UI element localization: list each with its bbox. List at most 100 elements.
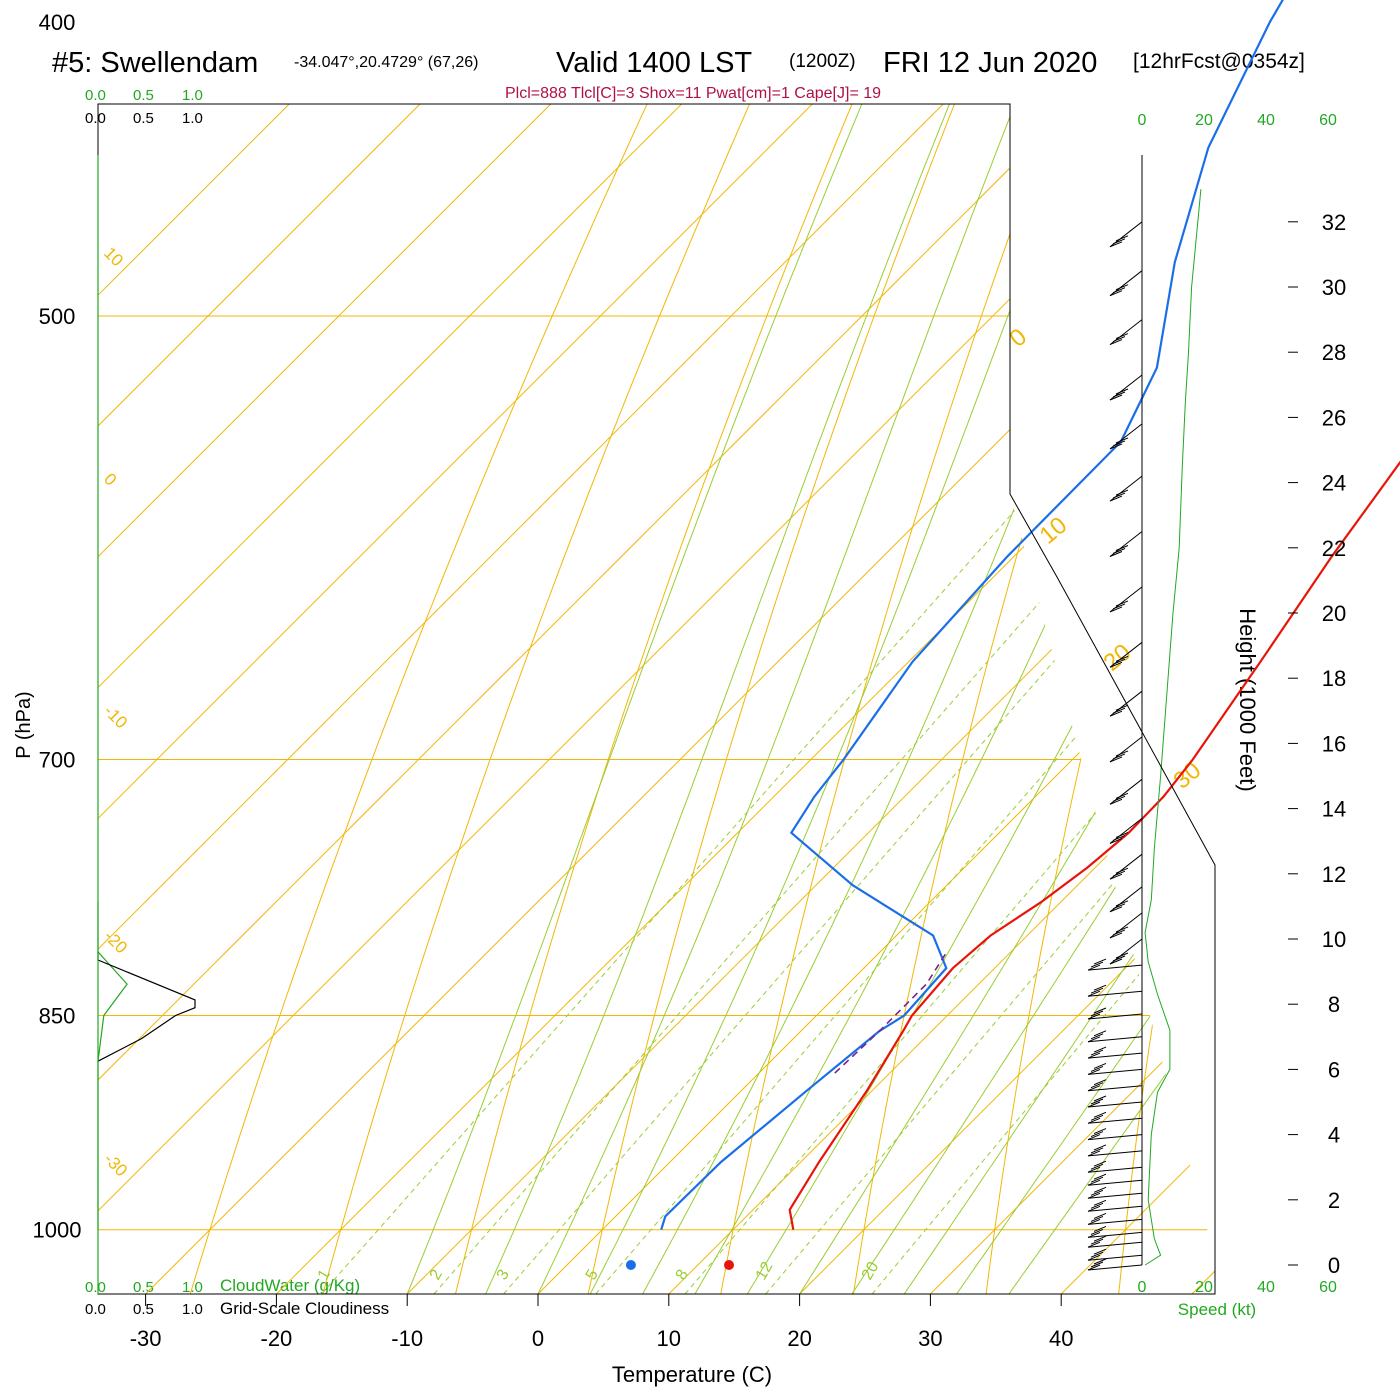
wind-barb-feather xyxy=(1093,1160,1107,1167)
wind-barb-feather xyxy=(1112,603,1126,610)
x-tick-label: -20 xyxy=(261,1326,293,1351)
wind-barb-feather xyxy=(1087,1254,1101,1261)
temperature-line xyxy=(788,460,1400,1230)
wind-barb xyxy=(1087,1179,1143,1186)
wind-barb-feather xyxy=(1090,961,1104,968)
cloudwater-legend-label: CloudWater (g/Kg) xyxy=(220,1276,360,1295)
wind-barb-feather xyxy=(1109,443,1123,450)
wind-barb xyxy=(1087,1166,1143,1173)
wind-barb-feather xyxy=(1090,1131,1104,1138)
wind-barb-feather xyxy=(1115,655,1129,662)
wind-barb-feather xyxy=(1093,1030,1107,1037)
wind-barb-feather xyxy=(1093,1111,1107,1118)
mixing-ratio-line xyxy=(433,104,1215,1294)
wind-barb-feather xyxy=(1093,1095,1107,1102)
wind-barb xyxy=(1087,964,1143,971)
mixing-ratio-label: 12 xyxy=(753,1259,777,1283)
speed-tick-label-top: 20 xyxy=(1195,112,1213,129)
wind-barb-feather xyxy=(1093,1235,1107,1242)
wind-barb-feather xyxy=(1093,1128,1107,1135)
x-tick-label: 40 xyxy=(1049,1326,1073,1351)
isotherm xyxy=(98,104,1215,1294)
wind-barb-feather xyxy=(1112,238,1126,245)
isotherm xyxy=(1323,0,1400,1294)
wind-barb-feather xyxy=(1087,1241,1101,1248)
wind-barb-feather xyxy=(1115,235,1129,242)
height-tick-label: 8 xyxy=(1328,992,1340,1017)
moist-adiabat xyxy=(406,104,1185,1294)
isotherm xyxy=(276,104,1215,1294)
height-tick-label: 32 xyxy=(1322,210,1346,235)
wind-barb-feather xyxy=(1090,1202,1104,1209)
wind-barb xyxy=(1087,990,1143,997)
wind-barb-feather xyxy=(1112,440,1126,447)
wind-barb-feather xyxy=(1093,1046,1107,1053)
wind-barb-feather xyxy=(1087,1179,1101,1186)
isotherm xyxy=(1191,104,1215,1294)
wind-barb xyxy=(1087,1134,1143,1141)
wind-barb-feather xyxy=(1087,1013,1101,1020)
dry-adiabat-label: 30 xyxy=(1169,757,1207,795)
mixing-ratio-line xyxy=(503,104,1215,1294)
mixing-ratio-label: 8 xyxy=(673,1267,692,1283)
isotherm xyxy=(98,104,1215,1294)
wind-barb-feather xyxy=(1093,1199,1107,1206)
cloudwater-tick-bottom-1: 0.0 xyxy=(85,1279,106,1296)
x-axis-title: Temperature (C) xyxy=(612,1362,772,1387)
wind-barb-feather xyxy=(1109,906,1123,913)
cloud-legend-bottom: 0.0 0.5 1.0 CloudWater (g/Kg) 0.0 0.5 1.… xyxy=(85,1276,389,1318)
wind-barb-feather xyxy=(1112,955,1126,962)
height-tick-label: 0 xyxy=(1328,1253,1340,1278)
wind-barb-feather xyxy=(1112,834,1126,841)
dry-adiabat xyxy=(720,104,1215,1294)
dry-adiabat xyxy=(587,104,1215,1294)
height-tick-label: 10 xyxy=(1322,927,1346,952)
wind-barb-feather xyxy=(1115,333,1129,340)
wind-barb xyxy=(1087,1068,1143,1075)
wind-barb-feather xyxy=(1087,1231,1101,1238)
wind-barb-feather xyxy=(1090,1261,1104,1268)
dry-adiabat xyxy=(189,104,998,1294)
wind-barb-feather xyxy=(1109,756,1123,763)
wind-barb-feather xyxy=(1112,903,1126,910)
wind-barb-feather xyxy=(1115,284,1129,291)
utc-time: (1200Z) xyxy=(789,51,856,72)
wind-barb-feather xyxy=(1087,990,1101,997)
station-title: #5: Swellendam xyxy=(52,47,258,79)
wind-panel xyxy=(1087,155,1202,1271)
wind-barb-feather xyxy=(1115,750,1129,757)
wind-barb-feather xyxy=(1115,900,1129,907)
wind-speed-profile xyxy=(1144,189,1202,1266)
dry-adiabat-label: 20 xyxy=(1099,639,1137,677)
forecast-run: [12hrFcst@0354z] xyxy=(1133,50,1305,73)
speed-tick-label-bottom: 40 xyxy=(1257,1279,1275,1296)
moist-adiabat xyxy=(903,104,1215,1294)
height-tick-label: 4 xyxy=(1328,1123,1340,1148)
isotherm-label: -10 xyxy=(100,701,131,732)
wind-barb-feather xyxy=(1109,661,1123,668)
wind-barb-feather xyxy=(1109,606,1123,613)
height-tick-label: 16 xyxy=(1322,731,1346,756)
wind-barb-feather xyxy=(1093,1248,1107,1255)
wind-barb xyxy=(1087,1101,1143,1108)
moist-adiabat xyxy=(485,104,1215,1294)
wind-barb-feather xyxy=(1093,1212,1107,1219)
wind-barb xyxy=(1087,1218,1143,1225)
wind-barb xyxy=(1087,1254,1143,1261)
wind-barb-feather xyxy=(1090,1176,1104,1183)
wind-barb-feather xyxy=(1093,958,1107,965)
wind-barb-feather xyxy=(1087,964,1101,971)
dry-adiabat xyxy=(852,104,1215,1294)
wind-barb-feather xyxy=(1090,1228,1104,1235)
isotherm xyxy=(98,104,1215,1294)
speed-tick-label-top: 40 xyxy=(1257,112,1275,129)
y-axis-title: P (hPa) xyxy=(13,691,35,758)
wind-barb-feather xyxy=(1112,548,1126,554)
wind-barb-feather xyxy=(1109,873,1123,880)
moist-adiabat xyxy=(851,104,1215,1294)
isotherm xyxy=(537,104,1215,1294)
dry-adiabat xyxy=(1384,0,1400,1294)
dry-adiabat xyxy=(1251,0,1400,1294)
wind-barb-feather xyxy=(1093,1258,1107,1265)
